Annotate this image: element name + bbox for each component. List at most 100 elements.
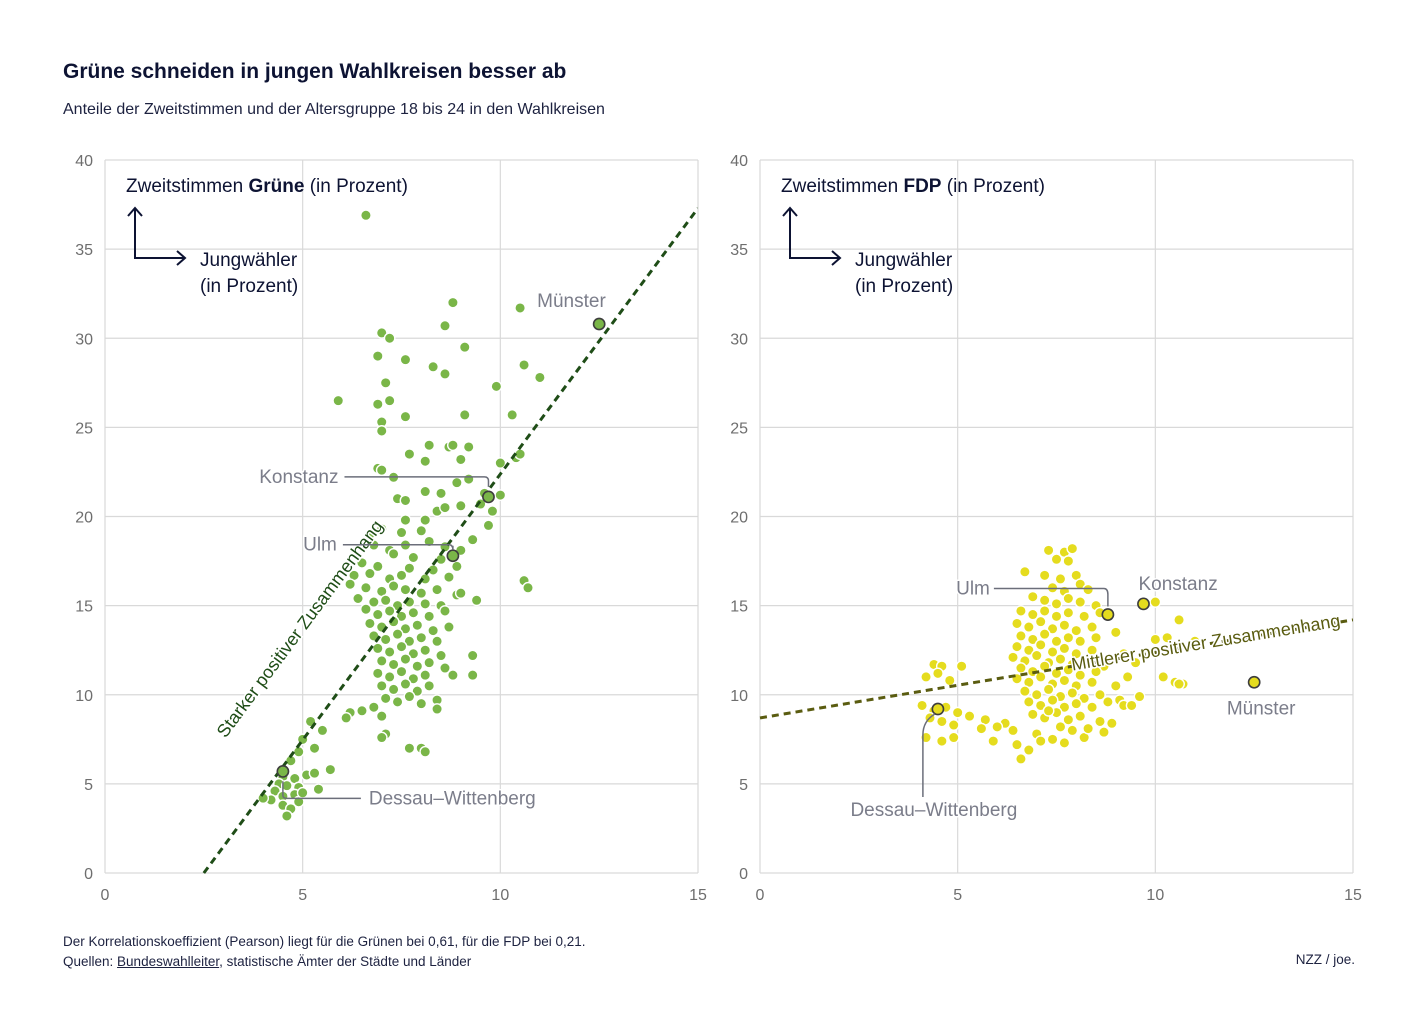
- data-point: [1011, 617, 1023, 630]
- y-tick-label: 15: [730, 599, 748, 616]
- data-point: [490, 380, 503, 393]
- y-tick-label: 40: [730, 153, 748, 170]
- data-point: [1086, 676, 1098, 689]
- y-tick-label: 30: [730, 331, 748, 348]
- data-point: [1094, 715, 1106, 728]
- data-point: [1121, 671, 1134, 683]
- data-point: [375, 523, 388, 535]
- data-point: [399, 653, 412, 665]
- y-axis-title-prefix: Zweitstimmen: [126, 176, 248, 197]
- data-point: [947, 731, 960, 744]
- data-point: [1011, 738, 1023, 751]
- y-tick-label: 10: [75, 688, 93, 705]
- data-point: [462, 473, 475, 485]
- data-point: [514, 302, 526, 314]
- data-point: [431, 635, 443, 648]
- data-point: [1015, 753, 1027, 765]
- data-point: [427, 624, 440, 637]
- data-point: [439, 319, 451, 332]
- data-point: [1062, 555, 1075, 567]
- data-point: [1007, 724, 1019, 737]
- data-point: [482, 519, 495, 532]
- data-point: [1078, 692, 1091, 705]
- highlight-connector: [344, 476, 490, 487]
- data-point: [371, 350, 384, 362]
- grid-gruene: [104, 159, 699, 874]
- y-tick-label: 20: [75, 510, 93, 527]
- x-tick-label: 5: [953, 887, 962, 904]
- data-point: [356, 556, 368, 569]
- data-point: [1082, 583, 1095, 596]
- data-point: [379, 692, 392, 705]
- highlight-konstanz: Konstanz: [258, 465, 495, 504]
- data-point: [403, 742, 416, 755]
- data-point: [935, 735, 948, 747]
- data-point: [454, 587, 467, 600]
- data-point: [1026, 708, 1039, 721]
- data-point: [1038, 605, 1051, 617]
- data-point: [1058, 736, 1071, 749]
- highlight-münster: Münster: [536, 289, 608, 331]
- data-point: [395, 610, 408, 623]
- data-point: [1046, 694, 1059, 706]
- highlight-point: [1137, 597, 1150, 611]
- panel-gruene: 0 5 10 15 20 25 30 35 40 0 5 10 15 Zweitstimmen Grüne…: [75, 153, 707, 904]
- data-point: [1070, 697, 1083, 710]
- data-point: [932, 667, 944, 680]
- data-point: [391, 628, 404, 641]
- data-point: [1062, 592, 1075, 605]
- y-axis-title: Zweitstimmen FDP (in Prozent): [781, 176, 1045, 197]
- highlight-connector: [922, 713, 936, 798]
- data-point: [296, 786, 309, 799]
- chart-subtitle: Anteile der Zweitstimmen und der Altersg…: [63, 101, 605, 118]
- data-point: [1074, 596, 1087, 608]
- data-point: [1066, 542, 1079, 555]
- data-point: [383, 332, 396, 345]
- data-point: [1074, 578, 1087, 591]
- highlight-dessau-wittenberg: Dessau–Wittenberg: [849, 702, 1019, 823]
- highlight-connector: [342, 543, 454, 550]
- data-point: [383, 394, 396, 407]
- data-point: [280, 779, 293, 792]
- data-point: [375, 731, 388, 744]
- data-point: [439, 367, 451, 380]
- data-point: [379, 594, 392, 607]
- highlight-point: [592, 317, 606, 331]
- data-point: [494, 457, 507, 469]
- data-point: [1054, 572, 1067, 585]
- x-axis-label-line2: (in Prozent): [855, 276, 953, 297]
- y-axis-title: Zweitstimmen Grüne (in Prozent): [126, 176, 408, 197]
- data-point: [1062, 631, 1075, 644]
- data-point: [454, 453, 467, 466]
- data-point: [1062, 713, 1075, 726]
- data-point: [1070, 647, 1083, 660]
- highlight-label: Dessau–Wittenberg: [850, 800, 1017, 821]
- data-point: [987, 735, 1000, 747]
- data-point: [371, 667, 384, 680]
- grid-fdp: [759, 159, 1354, 874]
- data-point: [371, 560, 384, 573]
- data-point: [367, 596, 380, 608]
- highlight-point: [276, 764, 290, 778]
- y-axis-title-party: FDP: [903, 176, 941, 197]
- sources-rest: , statistische Ämter der Städte und Länd…: [219, 954, 472, 969]
- data-point: [1070, 624, 1083, 637]
- data-point: [947, 719, 960, 731]
- data-point: [975, 722, 988, 735]
- data-point: [415, 524, 428, 537]
- data-point: [920, 671, 932, 683]
- data-point: [470, 594, 483, 607]
- data-point: [419, 745, 432, 758]
- data-point: [1007, 651, 1019, 664]
- data-point: [1149, 596, 1162, 608]
- data-point: [387, 580, 400, 592]
- y-tick-label: 10: [730, 688, 748, 705]
- data-point: [1098, 726, 1110, 739]
- data-point: [344, 578, 357, 591]
- data-point: [415, 587, 428, 600]
- sources-link[interactable]: Bundeswahlleiter: [117, 954, 220, 969]
- data-point: [308, 742, 321, 755]
- data-point: [1149, 633, 1162, 646]
- data-point: [1062, 606, 1075, 619]
